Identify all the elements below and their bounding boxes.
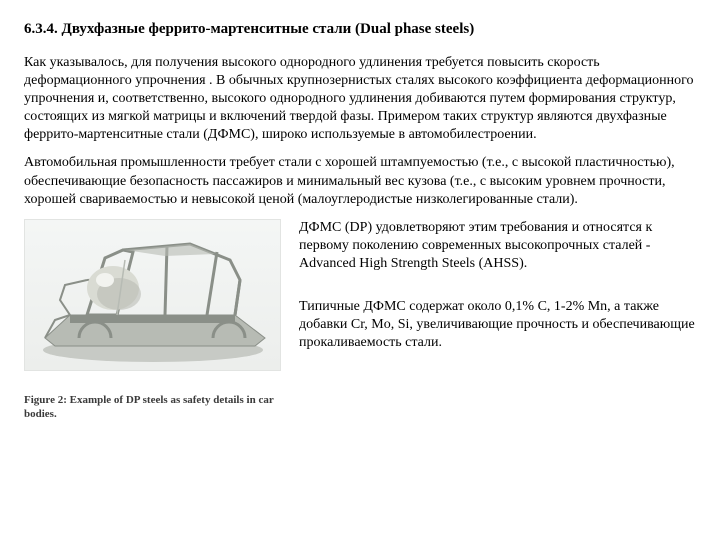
figure-row: Figure 2: Example of DP steels as safety… (24, 219, 696, 422)
paragraph-4: Типичные ДФМС содержат около 0,1% С, 1-2… (299, 298, 696, 353)
paragraph-3: ДФМС (DP) удовлетворяют этим требования … (299, 219, 696, 274)
section-heading: 6.3.4. Двухфазные феррито-мартенситные с… (24, 20, 696, 40)
figure-caption: Figure 2: Example of DP steels as safety… (24, 393, 281, 422)
car-body-illustration (24, 219, 281, 371)
side-text-column: ДФМС (DP) удовлетворяют этим требования … (299, 219, 696, 422)
paragraph-2: Автомобильная промышленности требует ста… (24, 154, 696, 209)
figure-column: Figure 2: Example of DP steels as safety… (24, 219, 281, 422)
car-frame-icon (25, 220, 280, 370)
paragraph-1: Как указывалось, для получения высокого … (24, 54, 696, 145)
